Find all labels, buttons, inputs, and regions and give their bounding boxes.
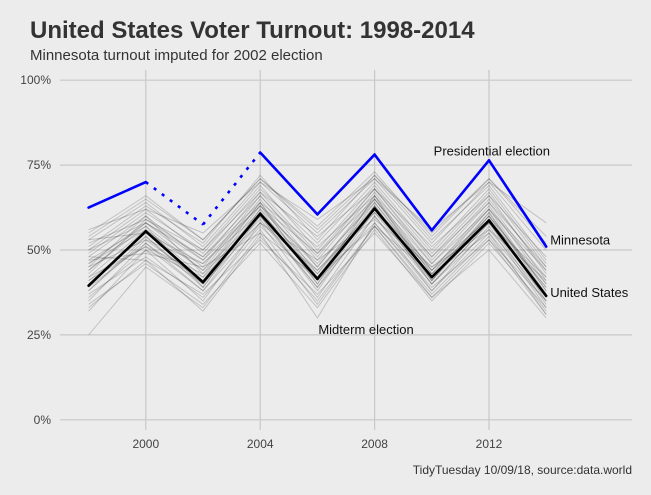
state-line (88, 198, 547, 278)
state-line (88, 194, 547, 292)
state-line (88, 178, 547, 234)
annotation-presidential: Presidential election (434, 144, 550, 159)
y-gridlines (60, 79, 632, 421)
series-segment (430, 159, 491, 232)
series-segment (258, 212, 319, 281)
state-line (88, 232, 547, 319)
state-line (88, 195, 547, 268)
x-tick-label: 2004 (247, 437, 274, 451)
state-line (88, 198, 547, 292)
state-line (88, 198, 547, 271)
state-line (88, 221, 547, 336)
state-line (88, 208, 547, 305)
x-tick-label: 2012 (476, 437, 503, 451)
annotation-midterm: Midterm election (318, 322, 413, 337)
series-end-label: United States (550, 285, 629, 300)
state-line (88, 174, 547, 261)
x-tick-label: 2000 (132, 437, 159, 451)
state-line (88, 215, 547, 298)
state-line (88, 222, 547, 302)
chart-title: United States Voter Turnout: 1998-2014 (30, 17, 475, 44)
series-segment (487, 219, 548, 298)
state-line (88, 174, 547, 244)
state-line (88, 188, 547, 275)
series-segment (87, 180, 148, 209)
chart-caption: TidyTuesday 10/09/18, source:data.world (413, 463, 632, 477)
series-lines: United States Minnesota (87, 151, 629, 300)
series-segment (201, 212, 262, 284)
series-segment (87, 230, 148, 287)
chart-subtitle: Minnesota turnout imputed for 2002 elect… (30, 47, 323, 64)
state-line (88, 184, 547, 268)
series-end-label: Minnesota (550, 233, 611, 248)
series-segment (487, 159, 548, 248)
state-line (88, 204, 547, 298)
x-gridlines (145, 70, 490, 430)
state-line (88, 228, 547, 309)
state-line (88, 181, 547, 264)
state-line (88, 188, 547, 258)
series-segment (145, 181, 204, 226)
y-tick-label: 100% (20, 73, 51, 87)
state-line (88, 191, 547, 281)
state-line (88, 171, 547, 241)
state-line (88, 225, 547, 315)
y-tick-label: 0% (34, 413, 52, 427)
state-line (88, 205, 547, 288)
series-segment (316, 153, 376, 216)
state-line (88, 194, 547, 285)
state-line (88, 188, 547, 275)
series-segment (316, 207, 376, 281)
state-line (88, 218, 547, 288)
series-segment (373, 207, 434, 279)
y-tick-label: 50% (27, 243, 51, 257)
state-line (88, 177, 547, 251)
state-line (88, 215, 547, 312)
series-segment (430, 219, 491, 279)
x-axis-ticks: 2000 2004 2008 2012 (132, 437, 502, 451)
state-lines (88, 171, 547, 336)
series-segment (373, 153, 434, 232)
series-segment (144, 230, 205, 284)
state-line (88, 225, 547, 312)
series-segment (258, 151, 319, 216)
y-axis-ticks: 0% 25% 50% 75% 100% (20, 73, 51, 427)
y-tick-label: 25% (27, 328, 51, 342)
y-tick-label: 75% (27, 158, 51, 172)
x-tick-label: 2008 (361, 437, 388, 451)
